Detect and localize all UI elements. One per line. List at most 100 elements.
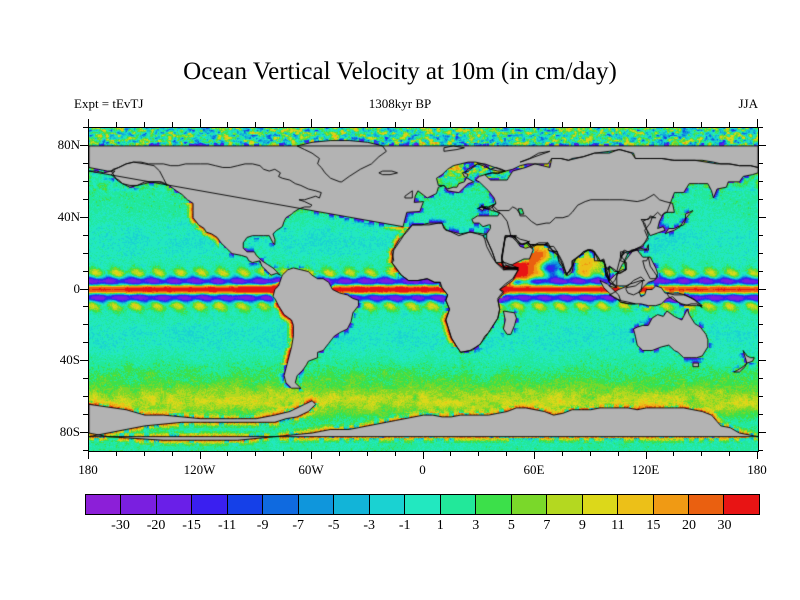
y-axis-tick: [80, 289, 88, 290]
y-axis-label: 40S: [59, 352, 80, 368]
x-axis-tick: [283, 451, 284, 456]
map-plot-area: [88, 127, 759, 452]
colorbar-band: [582, 495, 619, 514]
x-axis-label: 120W: [183, 462, 216, 477]
x-axis-label: 180: [78, 462, 98, 477]
y-axis-tick-right: [758, 217, 766, 218]
x-axis-tick: [395, 451, 396, 456]
colorbar: [85, 494, 760, 515]
colorbar-band: [334, 495, 370, 514]
x-axis-tick-top: [283, 122, 284, 127]
y-axis-tick: [83, 271, 88, 272]
x-axis-tick: [339, 451, 340, 456]
y-axis-tick: [83, 414, 88, 415]
colorbar-tick-label: -30: [111, 518, 130, 533]
x-axis-tick-top: [116, 122, 117, 127]
y-axis-label: 80N: [57, 136, 80, 152]
colorbar-band: [156, 495, 193, 514]
x-axis-tick: [534, 451, 535, 459]
x-axis-tick-top: [729, 122, 730, 127]
x-axis-tick-top: [172, 122, 173, 127]
colorbar-band: [440, 495, 477, 514]
x-axis-tick-top: [673, 122, 674, 127]
x-axis-tick: [701, 451, 702, 456]
x-axis-tick: [227, 451, 228, 456]
y-axis-tick: [83, 235, 88, 236]
colorbar-tick-label: -3: [363, 518, 376, 533]
colorbar-tick-label: 11: [611, 518, 625, 533]
colorbar-tick-label: 7: [543, 518, 551, 533]
x-axis-tick-top: [255, 122, 256, 127]
y-axis-tick-right: [758, 235, 763, 236]
y-axis-tick: [80, 360, 88, 361]
colorbar-tick-label: -20: [146, 518, 166, 533]
y-axis-tick-right: [758, 181, 763, 182]
colorbar-tick-label: -1: [398, 518, 411, 533]
y-axis-tick: [83, 127, 88, 128]
y-axis-tick: [83, 181, 88, 182]
colorbar-tick-label: -5: [327, 518, 340, 533]
x-axis-tick-top: [367, 122, 368, 127]
colorbar-tick-label: 20: [681, 518, 696, 533]
x-axis-label: 60W: [298, 462, 324, 477]
colorbar-tick-label: 15: [646, 518, 661, 533]
x-axis-tick: [618, 451, 619, 456]
y-axis-label: 80S: [59, 424, 80, 440]
y-axis-tick-right: [758, 163, 763, 164]
x-axis-tick: [88, 451, 89, 459]
chart-subtitle: 1308kyr BP: [368, 96, 432, 111]
y-axis-tick: [83, 324, 88, 325]
x-axis-tick-top: [88, 119, 89, 127]
colorbar-band: [688, 495, 725, 514]
y-axis-tick-right: [758, 360, 766, 361]
x-axis-tick: [116, 451, 117, 456]
colorbar-tick-label: -15: [182, 518, 201, 533]
colorbar-band: [405, 495, 441, 514]
colorbar-band: [121, 495, 157, 514]
y-axis-tick-right: [758, 342, 763, 343]
x-axis-tick-top: [646, 119, 647, 127]
x-axis-tick: [757, 451, 758, 459]
y-axis-tick: [80, 432, 88, 433]
x-axis-tick: [172, 451, 173, 456]
x-axis-tick-top: [339, 122, 340, 127]
x-axis-label: 60E: [523, 462, 545, 477]
colorbar-band: [653, 495, 689, 514]
x-axis-tick: [255, 451, 256, 456]
colorbar-band: [511, 495, 548, 514]
colorbar-band: [724, 495, 759, 514]
y-axis-tick-right: [758, 324, 763, 325]
y-axis-label: 0: [73, 280, 81, 296]
y-axis-tick: [83, 306, 88, 307]
x-axis-tick-top: [200, 119, 201, 127]
colorbar-band: [476, 495, 512, 514]
x-axis-tick-top: [562, 122, 563, 127]
y-axis-tick-right: [758, 396, 763, 397]
y-axis-tick-right: [758, 289, 766, 290]
x-axis-tick-top: [618, 122, 619, 127]
y-axis-tick: [80, 145, 88, 146]
y-axis-tick-right: [758, 253, 763, 254]
x-axis-tick-top: [534, 119, 535, 127]
y-axis-tick: [83, 378, 88, 379]
colorbar-band: [263, 495, 299, 514]
colorbar-tick-label: -11: [218, 518, 237, 533]
x-axis-tick-top: [227, 122, 228, 127]
page-title: Ocean Vertical Velocity at 10m (in cm/da…: [183, 58, 617, 85]
y-axis-tick: [83, 342, 88, 343]
season-label: JJA: [738, 96, 758, 111]
x-axis-tick: [729, 451, 730, 456]
x-axis-tick-top: [506, 122, 507, 127]
y-axis-label: 40N: [57, 208, 80, 224]
x-axis-tick-top: [144, 122, 145, 127]
colorbar-tick-label: 9: [578, 518, 586, 533]
x-axis-tick: [478, 451, 479, 456]
y-axis-tick: [80, 217, 88, 218]
x-axis-tick: [646, 451, 647, 459]
x-axis-tick: [506, 451, 507, 456]
y-axis-tick-right: [758, 271, 763, 272]
x-axis-label: 120E: [631, 462, 660, 477]
x-axis-tick-top: [450, 122, 451, 127]
colorbar-tick-label: -7: [292, 518, 304, 533]
